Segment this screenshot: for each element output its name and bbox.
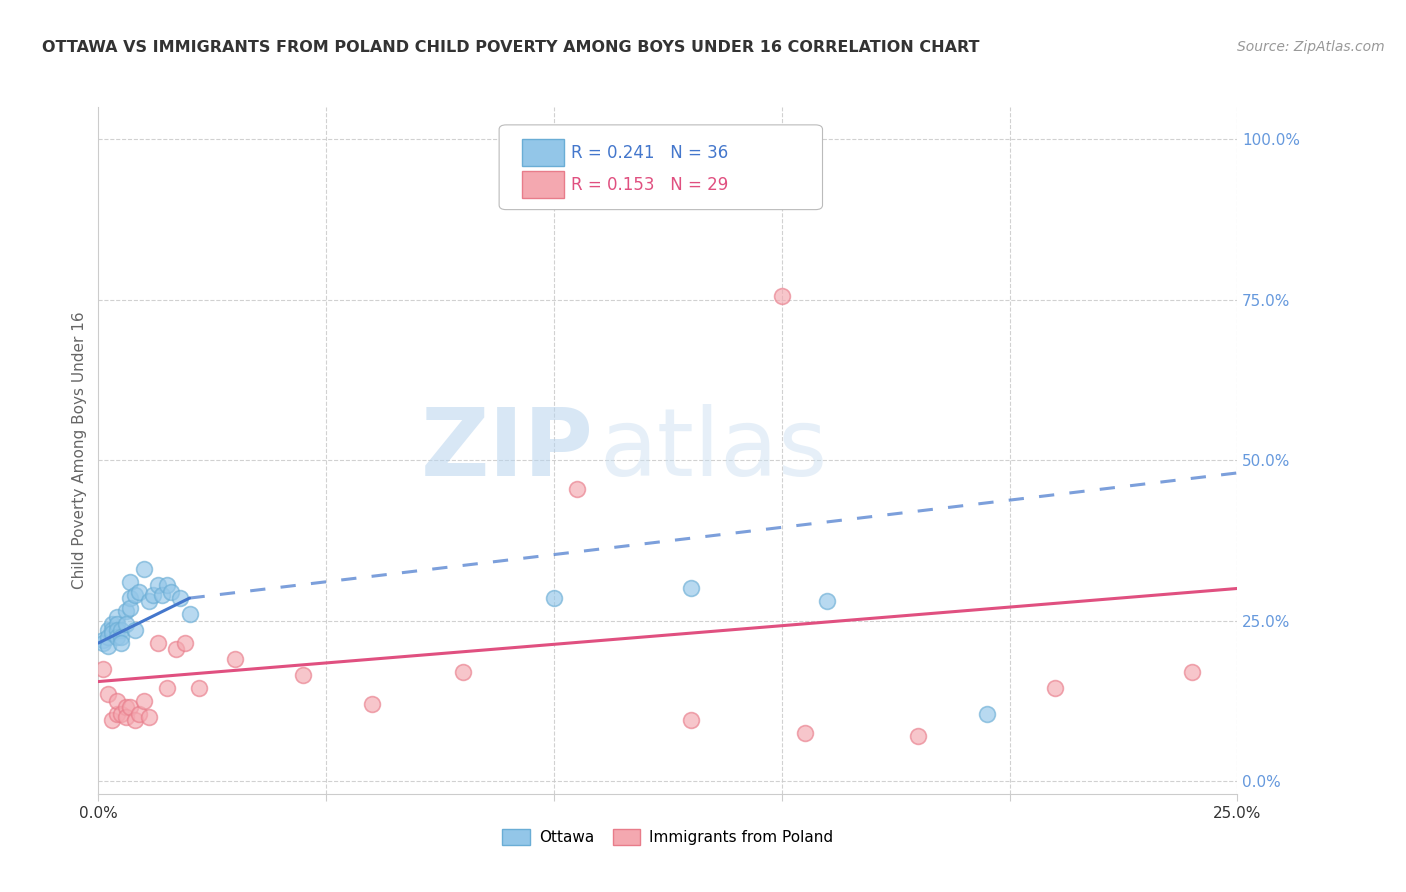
Text: R = 0.241   N = 36: R = 0.241 N = 36	[571, 144, 728, 161]
Point	[105, 694, 128, 708]
Point	[120, 591, 142, 606]
Text: atlas: atlas	[599, 404, 828, 497]
Point	[128, 706, 150, 721]
Point	[101, 626, 124, 640]
Point	[105, 630, 128, 644]
Point	[105, 623, 128, 637]
Point	[110, 623, 132, 637]
Point	[679, 713, 702, 727]
Point	[142, 588, 165, 602]
Point	[169, 591, 191, 606]
Point	[132, 694, 155, 708]
Point	[679, 582, 702, 596]
Point	[114, 710, 136, 724]
Point	[138, 710, 160, 724]
Point	[565, 482, 588, 496]
Legend: Ottawa, Immigrants from Poland: Ottawa, Immigrants from Poland	[496, 823, 839, 852]
Point	[91, 632, 114, 647]
Point	[976, 706, 998, 721]
Point	[451, 665, 474, 679]
Point	[120, 575, 142, 590]
Point	[156, 578, 179, 592]
Point	[132, 562, 155, 576]
Point	[124, 623, 146, 637]
Point	[793, 726, 815, 740]
Point	[150, 588, 173, 602]
Point	[907, 729, 929, 743]
Y-axis label: Child Poverty Among Boys Under 16: Child Poverty Among Boys Under 16	[72, 311, 87, 590]
Point	[292, 668, 315, 682]
Point	[105, 706, 128, 721]
Point	[114, 700, 136, 714]
Point	[110, 630, 132, 644]
Point	[110, 636, 132, 650]
Point	[114, 616, 136, 631]
Point	[156, 681, 179, 695]
Text: Source: ZipAtlas.com: Source: ZipAtlas.com	[1237, 40, 1385, 54]
Point	[91, 662, 114, 676]
Text: ZIP: ZIP	[420, 404, 593, 497]
Point	[96, 623, 118, 637]
Point	[124, 713, 146, 727]
Point	[360, 697, 382, 711]
Point	[146, 578, 169, 592]
Point	[179, 607, 201, 622]
Point	[96, 639, 118, 653]
Point	[105, 616, 128, 631]
Point	[1043, 681, 1066, 695]
Point	[174, 636, 197, 650]
Point	[101, 616, 124, 631]
Text: R = 0.153   N = 29: R = 0.153 N = 29	[571, 176, 728, 194]
Point	[120, 600, 142, 615]
Text: OTTAWA VS IMMIGRANTS FROM POLAND CHILD POVERTY AMONG BOYS UNDER 16 CORRELATION C: OTTAWA VS IMMIGRANTS FROM POLAND CHILD P…	[42, 40, 980, 55]
Point	[124, 588, 146, 602]
Point	[1181, 665, 1204, 679]
Point	[187, 681, 209, 695]
Point	[770, 289, 793, 303]
Point	[114, 604, 136, 618]
Point	[101, 713, 124, 727]
Point	[91, 636, 114, 650]
Point	[110, 706, 132, 721]
Point	[815, 594, 838, 608]
Point	[146, 636, 169, 650]
Point	[101, 623, 124, 637]
Point	[224, 652, 246, 666]
Point	[543, 591, 565, 606]
Point	[138, 594, 160, 608]
Point	[96, 630, 118, 644]
Point	[165, 642, 187, 657]
Point	[128, 584, 150, 599]
Point	[96, 687, 118, 701]
Point	[120, 700, 142, 714]
Point	[105, 610, 128, 624]
Point	[160, 584, 183, 599]
